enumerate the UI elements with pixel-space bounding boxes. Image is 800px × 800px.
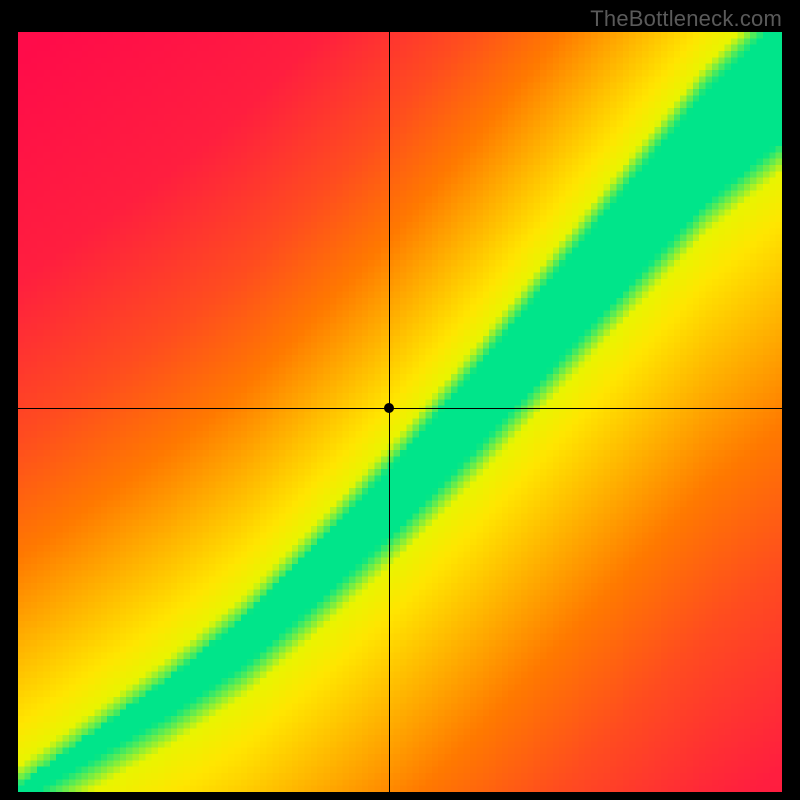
watermark-text: TheBottleneck.com bbox=[590, 6, 782, 32]
heatmap-canvas bbox=[18, 32, 782, 792]
crosshair-horizontal bbox=[18, 408, 782, 409]
heatmap-plot bbox=[18, 32, 782, 792]
crosshair-marker bbox=[384, 403, 394, 413]
